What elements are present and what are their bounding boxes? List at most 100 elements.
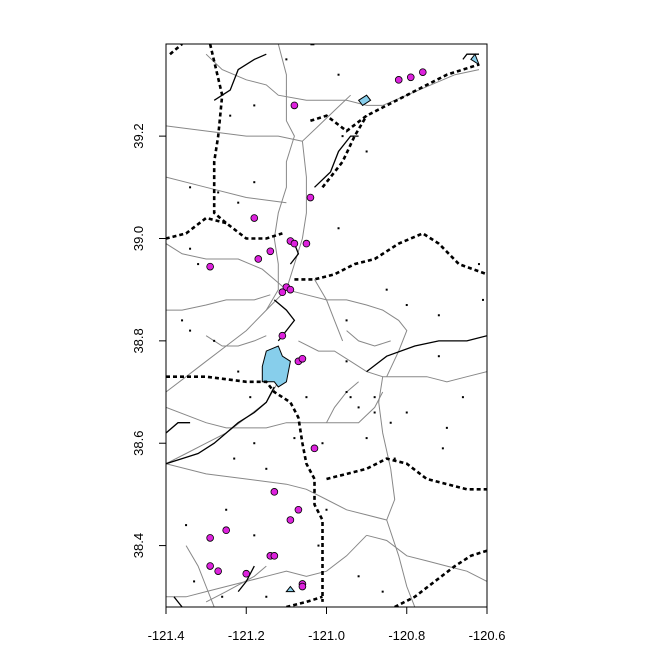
data-point bbox=[278, 331, 287, 340]
road-line bbox=[185, 545, 215, 607]
data-point bbox=[254, 255, 263, 263]
road-line bbox=[166, 463, 387, 521]
data-point bbox=[418, 68, 427, 76]
small-feature-mark bbox=[461, 396, 464, 399]
road-line bbox=[386, 519, 416, 607]
data-point bbox=[270, 552, 279, 560]
road-line bbox=[166, 534, 367, 598]
y-tick-label: 39.2 bbox=[131, 123, 146, 148]
rivers-layer bbox=[166, 53, 487, 607]
road-line bbox=[205, 335, 267, 347]
plot-frame bbox=[165, 43, 488, 608]
small-feature-mark bbox=[357, 406, 360, 409]
data-point bbox=[290, 239, 299, 248]
road-line bbox=[326, 381, 359, 423]
data-point bbox=[406, 73, 415, 82]
data-point bbox=[222, 526, 230, 535]
y-tick-label: 39.0 bbox=[131, 226, 146, 251]
road-line bbox=[166, 391, 384, 429]
county-boundary-line bbox=[294, 231, 487, 281]
county-boundary-line bbox=[166, 375, 324, 602]
road-line bbox=[166, 243, 287, 291]
data-point bbox=[286, 516, 295, 524]
small-feature-mark bbox=[293, 437, 296, 440]
small-feature-mark bbox=[217, 191, 220, 194]
road-line bbox=[314, 279, 344, 342]
county-boundary-line bbox=[169, 44, 183, 56]
small-feature-mark bbox=[305, 396, 308, 399]
small-feature-mark bbox=[253, 442, 256, 445]
road-line bbox=[277, 44, 287, 96]
small-feature-mark bbox=[225, 508, 228, 511]
county-boundary-line bbox=[310, 63, 480, 133]
river-line bbox=[237, 565, 255, 593]
data-point bbox=[298, 582, 307, 591]
small-feature-mark bbox=[341, 135, 344, 138]
y-tick-label: 38.4 bbox=[131, 533, 146, 558]
road-line bbox=[285, 141, 307, 290]
small-feature-mark bbox=[189, 247, 192, 250]
roads-layer bbox=[166, 44, 487, 607]
data-point bbox=[206, 562, 214, 570]
road-line bbox=[366, 534, 487, 582]
small-feature-mark bbox=[237, 370, 240, 373]
x-axis: -121.4 -121.2 -121.0 -120.8 -120.6 bbox=[148, 606, 505, 643]
river-line bbox=[173, 596, 183, 607]
small-feature-mark bbox=[389, 421, 392, 424]
y-axis: 38.4 38.6 38.8 39.0 39.2 bbox=[131, 123, 167, 558]
county-boundary-line bbox=[166, 216, 227, 240]
y-tick-label: 38.6 bbox=[131, 431, 146, 456]
road-line bbox=[205, 53, 323, 101]
road-line bbox=[166, 294, 271, 311]
small-feature-mark bbox=[189, 186, 192, 189]
small-feature-mark bbox=[253, 534, 256, 537]
lake-polygon bbox=[470, 53, 481, 66]
county-boundary-line bbox=[326, 457, 487, 491]
road-line bbox=[378, 376, 396, 521]
small-feature-mark bbox=[317, 544, 320, 547]
x-tick-label: -121.4 bbox=[148, 628, 185, 643]
small-feature-mark bbox=[221, 595, 224, 598]
y-tick-label: 38.8 bbox=[131, 328, 146, 353]
data-point bbox=[290, 101, 299, 110]
small-feature-mark bbox=[365, 150, 368, 153]
river-line bbox=[166, 386, 275, 465]
small-feature-mark bbox=[445, 426, 448, 429]
small-feature-mark bbox=[345, 360, 348, 363]
small-feature-mark bbox=[345, 391, 348, 394]
river-line bbox=[314, 135, 359, 188]
data-point bbox=[298, 354, 307, 363]
small-feature-mark bbox=[285, 58, 288, 61]
small-feature-mark bbox=[233, 457, 236, 460]
small-feature-mark bbox=[253, 181, 256, 184]
county-boundary-line bbox=[394, 549, 487, 607]
lakes-layer bbox=[261, 53, 481, 593]
data-point bbox=[286, 285, 295, 294]
small-feature-mark bbox=[373, 396, 376, 399]
county-boundary-line bbox=[286, 595, 323, 607]
small-feature-mark bbox=[437, 314, 440, 317]
small-feature-mark bbox=[265, 467, 268, 470]
small-feature-mark bbox=[189, 329, 192, 332]
data-point bbox=[278, 288, 287, 297]
data-point bbox=[206, 534, 214, 542]
road-line bbox=[166, 125, 303, 142]
road-line bbox=[205, 565, 267, 603]
data-point bbox=[302, 239, 311, 248]
small-feature-mark bbox=[393, 457, 396, 460]
data-point bbox=[394, 76, 403, 84]
data-point bbox=[294, 505, 303, 514]
small-feature-mark bbox=[249, 396, 252, 399]
road-line bbox=[286, 289, 408, 377]
road-line bbox=[298, 340, 487, 383]
data-point bbox=[266, 247, 275, 256]
small-feature-mark bbox=[193, 580, 196, 583]
data-point bbox=[250, 214, 259, 222]
river-line bbox=[166, 422, 191, 434]
small-feature-mark bbox=[185, 524, 188, 527]
river-line bbox=[366, 335, 487, 373]
small-feature-mark bbox=[197, 263, 200, 266]
lake-polygon bbox=[261, 345, 291, 388]
points-layer bbox=[206, 68, 427, 591]
